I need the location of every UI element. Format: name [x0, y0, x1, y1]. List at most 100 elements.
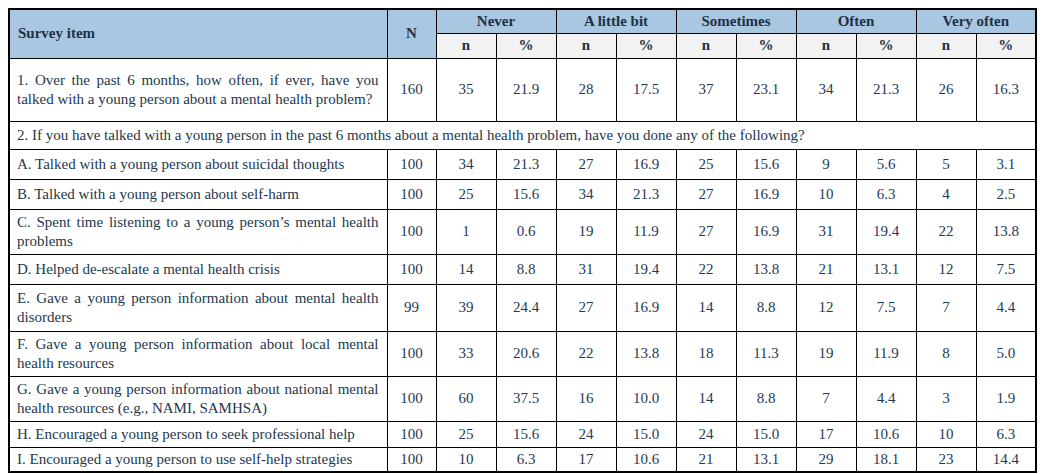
group-header-a-little-bit: A little bit: [556, 9, 676, 33]
group-header-never: Never: [436, 9, 556, 33]
count-cell: 28: [556, 58, 616, 121]
percent-cell: 15.6: [736, 149, 796, 179]
count-cell: 19: [556, 209, 616, 254]
count-cell: 17: [556, 447, 616, 472]
n-value-cell: 99: [387, 284, 436, 331]
count-cell: 27: [556, 284, 616, 331]
percent-cell: 15.0: [616, 421, 676, 447]
count-cell: 33: [436, 331, 496, 376]
percent-cell: 6.3: [976, 421, 1036, 447]
table-row: H. Encouraged a young person to seek pro…: [9, 421, 1036, 447]
n-subheader: n: [676, 33, 736, 58]
n-value-cell: 100: [387, 447, 436, 472]
percent-cell: 10.0: [616, 376, 676, 421]
table-row: F. Gave a young person information about…: [9, 331, 1036, 376]
percent-cell: 5.6: [856, 149, 916, 179]
count-cell: 26: [916, 58, 976, 121]
percent-cell: 37.5: [496, 376, 556, 421]
n-value-cell: 160: [387, 58, 436, 121]
survey-item-cell: F. Gave a young person information about…: [9, 331, 387, 376]
count-cell: 23: [916, 447, 976, 472]
percent-subheader: %: [856, 33, 916, 58]
percent-cell: 19.4: [856, 209, 916, 254]
count-cell: 14: [676, 376, 736, 421]
count-cell: 9: [796, 149, 856, 179]
count-cell: 22: [556, 331, 616, 376]
count-cell: 27: [676, 179, 736, 209]
n-value-cell: 100: [387, 254, 436, 284]
section-row: 2. If you have talked with a young perso…: [9, 121, 1036, 149]
count-cell: 27: [556, 149, 616, 179]
survey-item-cell: D. Helped de-escalate a mental health cr…: [9, 254, 387, 284]
count-cell: 34: [436, 149, 496, 179]
count-cell: 8: [916, 331, 976, 376]
n-value-cell: 100: [387, 179, 436, 209]
percent-cell: 13.8: [616, 331, 676, 376]
count-cell: 34: [556, 179, 616, 209]
group-header-often: Often: [796, 9, 916, 33]
count-cell: 7: [916, 284, 976, 331]
count-cell: 29: [796, 447, 856, 472]
survey-item-cell: I. Encouraged a young person to use self…: [9, 447, 387, 472]
count-cell: 10: [916, 421, 976, 447]
n-subheader: n: [556, 33, 616, 58]
percent-subheader: %: [616, 33, 676, 58]
survey-item-cell: C. Spent time listening to a young perso…: [9, 209, 387, 254]
count-cell: 25: [436, 179, 496, 209]
percent-cell: 20.6: [496, 331, 556, 376]
count-cell: 5: [916, 149, 976, 179]
percent-cell: 7.5: [976, 254, 1036, 284]
percent-cell: 18.1: [856, 447, 916, 472]
percent-cell: 11.9: [856, 331, 916, 376]
percent-cell: 15.6: [496, 421, 556, 447]
table-row: B. Talked with a young person about self…: [9, 179, 1036, 209]
survey-item-cell: G. Gave a young person information about…: [9, 376, 387, 421]
n-value-cell: 100: [387, 376, 436, 421]
table-row: I. Encouraged a young person to use self…: [9, 447, 1036, 472]
percent-cell: 11.9: [616, 209, 676, 254]
n-subheader: n: [796, 33, 856, 58]
count-cell: 1: [436, 209, 496, 254]
percent-cell: 6.3: [496, 447, 556, 472]
percent-cell: 21.3: [496, 149, 556, 179]
n-value-cell: 100: [387, 209, 436, 254]
count-cell: 24: [676, 421, 736, 447]
count-cell: 10: [436, 447, 496, 472]
count-cell: 25: [676, 149, 736, 179]
percent-cell: 17.5: [616, 58, 676, 121]
percent-cell: 3.1: [976, 149, 1036, 179]
percent-cell: 2.5: [976, 179, 1036, 209]
percent-cell: 16.9: [736, 179, 796, 209]
count-cell: 7: [796, 376, 856, 421]
percent-cell: 4.4: [856, 376, 916, 421]
percent-cell: 15.6: [496, 179, 556, 209]
count-cell: 35: [436, 58, 496, 121]
percent-subheader: %: [496, 33, 556, 58]
percent-cell: 16.3: [976, 58, 1036, 121]
percent-cell: 13.1: [736, 447, 796, 472]
count-cell: 31: [556, 254, 616, 284]
count-cell: 37: [676, 58, 736, 121]
percent-cell: 4.4: [976, 284, 1036, 331]
survey-item-cell: B. Talked with a young person about self…: [9, 179, 387, 209]
percent-cell: 23.1: [736, 58, 796, 121]
n-value-cell: 100: [387, 331, 436, 376]
percent-cell: 13.8: [976, 209, 1036, 254]
section-question: 2. If you have talked with a young perso…: [9, 121, 1036, 149]
count-cell: 18: [676, 331, 736, 376]
count-cell: 21: [796, 254, 856, 284]
percent-subheader: %: [736, 33, 796, 58]
percent-subheader: %: [976, 33, 1036, 58]
table-row: D. Helped de-escalate a mental health cr…: [9, 254, 1036, 284]
percent-cell: 0.6: [496, 209, 556, 254]
count-cell: 22: [916, 209, 976, 254]
percent-cell: 21.3: [616, 179, 676, 209]
percent-cell: 6.3: [856, 179, 916, 209]
survey-item-cell: A. Talked with a young person about suic…: [9, 149, 387, 179]
count-cell: 21: [676, 447, 736, 472]
count-cell: 14: [676, 284, 736, 331]
count-cell: 12: [796, 284, 856, 331]
count-cell: 17: [796, 421, 856, 447]
count-cell: 60: [436, 376, 496, 421]
percent-cell: 19.4: [616, 254, 676, 284]
